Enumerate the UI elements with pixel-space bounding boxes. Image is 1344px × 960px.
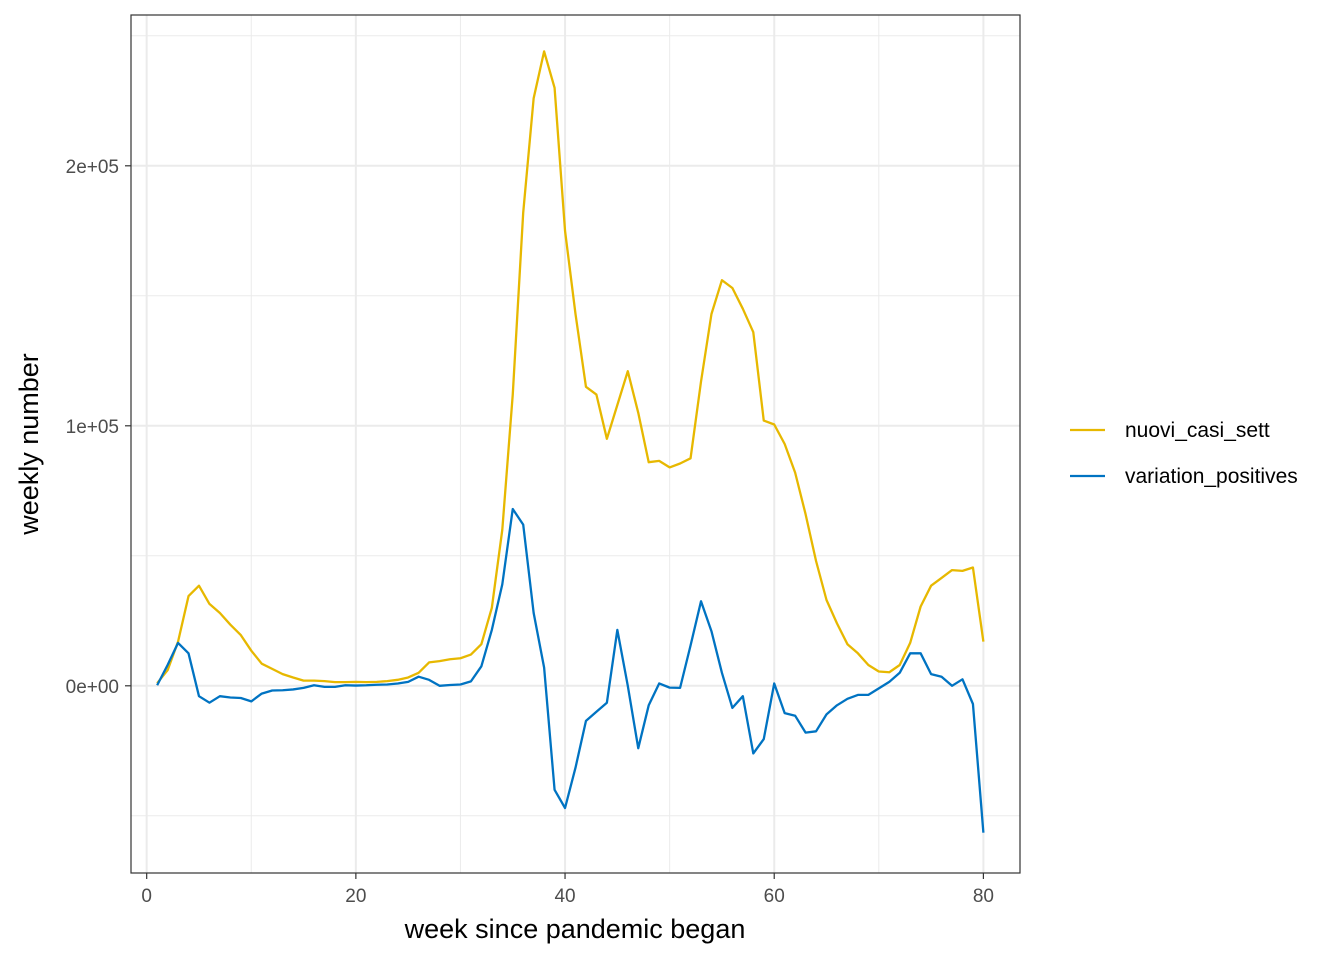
x-tick-label: 40 <box>554 886 575 907</box>
x-tick-label: 20 <box>345 886 366 907</box>
y-tick-label: 0e+00 <box>66 677 119 698</box>
plot-panel-border <box>130 14 1021 874</box>
y-tick-label: 1e+05 <box>66 417 119 438</box>
legend: nuovi_casi_sett variation_positives <box>1070 419 1298 488</box>
legend-label: nuovi_casi_sett <box>1125 419 1270 442</box>
series-line-nuovi-casi-sett <box>156 50 985 684</box>
x-axis-title: week since pandemic began <box>404 914 746 944</box>
y-tick-label: 2e+05 <box>66 157 119 178</box>
y-axis: 0e+00 1e+05 2e+05 <box>66 157 131 698</box>
x-tick-label: 0 <box>141 886 152 907</box>
major-gridlines <box>131 15 1020 873</box>
y-axis-title: weekly number <box>14 353 44 536</box>
x-axis: 0 20 40 60 80 <box>141 873 994 907</box>
series-lines <box>156 50 985 833</box>
series-line-variation-positives <box>156 507 985 833</box>
legend-label: variation_positives <box>1125 465 1298 488</box>
x-tick-label: 80 <box>973 886 994 907</box>
minor-gridlines <box>131 15 1020 873</box>
plot-panel-background <box>131 15 1020 873</box>
x-tick-label: 60 <box>764 886 785 907</box>
